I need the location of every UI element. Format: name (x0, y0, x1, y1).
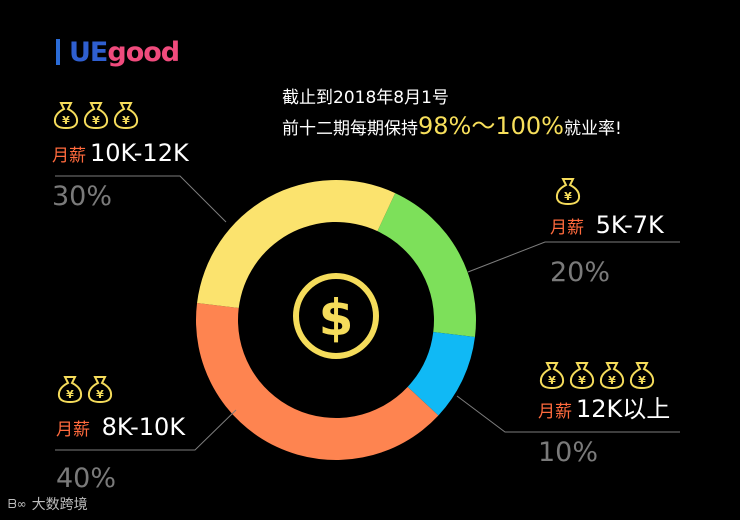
slice-label-10k-12k: 月薪 10K-12K (52, 138, 189, 171)
logo-text: UEgood (69, 36, 180, 68)
donut-slice-5k-7k-0 (377, 193, 476, 338)
watermark-logo-icon: ᗷ∞ (8, 496, 27, 511)
svg-text:¥: ¥ (638, 374, 646, 387)
header-highlight: 98%～100% (418, 112, 564, 140)
header-line2: 前十二期每期保持98%～100%就业率! (282, 112, 622, 143)
label-group-8k-10k: ¥ ¥ 月薪 8K-10K 40% (56, 374, 185, 494)
salary-prefix: 月薪 (52, 146, 86, 166)
money-bags-4: ¥ ¥ ¥ ¥ (538, 360, 670, 390)
money-bag-icon: ¥ (569, 362, 595, 390)
money-bag-icon: ¥ (539, 362, 565, 390)
svg-text:¥: ¥ (66, 388, 74, 401)
logo-ue: UE (69, 36, 108, 68)
slice-percent-10: 10% (538, 437, 599, 468)
header-text: 截止到2018年8月1号 前十二期每期保持98%～100%就业率! (282, 84, 622, 143)
slice-percent-30: 30% (52, 181, 113, 212)
donut-slice-12k-1 (407, 331, 475, 416)
slice-label-5k-7k: 月薪 5K-7K (550, 210, 664, 243)
header-line1: 截止到2018年8月1号 (282, 88, 449, 108)
salary-range: 12K以上 (576, 395, 671, 423)
leader-line-8k-10k (55, 409, 237, 451)
watermark: ᗷ∞ 大数跨境 (8, 494, 88, 514)
svg-text:¥: ¥ (564, 190, 572, 203)
watermark-text: 大数跨境 (31, 497, 88, 513)
salary-prefix: 月薪 (550, 218, 584, 238)
label-group-5k-7k: ¥ 月薪 5K-7K 20% (550, 176, 664, 288)
salary-range: 8K-10K (101, 413, 186, 441)
svg-text:$: $ (319, 289, 354, 347)
header-line2-prefix: 前十二期每期保持 (282, 119, 418, 139)
salary-prefix: 月薪 (56, 420, 90, 440)
svg-text:¥: ¥ (578, 374, 586, 387)
dollar-coin-icon: $ (293, 273, 379, 359)
money-bag-icon: ¥ (599, 362, 625, 390)
svg-text:¥: ¥ (92, 114, 100, 127)
label-group-12k: ¥ ¥ ¥ ¥ 月薪 12K以上 10% (538, 360, 670, 468)
money-bag-icon: ¥ (87, 376, 113, 404)
leader-line-5k-7k (467, 241, 680, 273)
money-bag-icon: ¥ (57, 376, 83, 404)
money-bag-icon: ¥ (83, 102, 109, 130)
label-group-10k-12k: ¥ ¥ ¥ 月薪 10K-12K 30% (52, 100, 189, 212)
header-line2-suffix: 就业率! (563, 119, 622, 139)
svg-text:¥: ¥ (548, 374, 556, 387)
svg-text:¥: ¥ (608, 374, 616, 387)
money-bags-2: ¥ ¥ (56, 374, 185, 404)
slice-percent-20: 20% (550, 257, 611, 288)
logo-bar (56, 39, 60, 65)
salary-range: 10K-12K (90, 139, 189, 167)
money-bags-1: ¥ (554, 176, 664, 206)
donut-slice-8k-10k-2 (195, 302, 439, 460)
money-bag-icon: ¥ (555, 178, 581, 206)
salary-range: 5K-7K (595, 211, 664, 239)
money-bag-icon: ¥ (53, 102, 79, 130)
money-bag-icon: ¥ (629, 362, 655, 390)
leader-line-12k (456, 395, 680, 433)
brand-logo: UEgood (56, 36, 180, 68)
svg-text:¥: ¥ (96, 388, 104, 401)
money-bags-3: ¥ ¥ ¥ (52, 100, 189, 130)
leader-line-10k-12k (55, 175, 227, 223)
slice-label-12k: 月薪 12K以上 (538, 394, 670, 427)
logo-good: good (107, 36, 180, 68)
slice-percent-40: 40% (56, 463, 117, 494)
slice-label-8k-10k: 月薪 8K-10K (56, 412, 185, 445)
money-bag-icon: ¥ (113, 102, 139, 130)
svg-text:¥: ¥ (122, 114, 130, 127)
svg-text:¥: ¥ (62, 114, 70, 127)
salary-prefix: 月薪 (538, 402, 572, 422)
donut-slice-10k-12k-3 (197, 179, 396, 309)
